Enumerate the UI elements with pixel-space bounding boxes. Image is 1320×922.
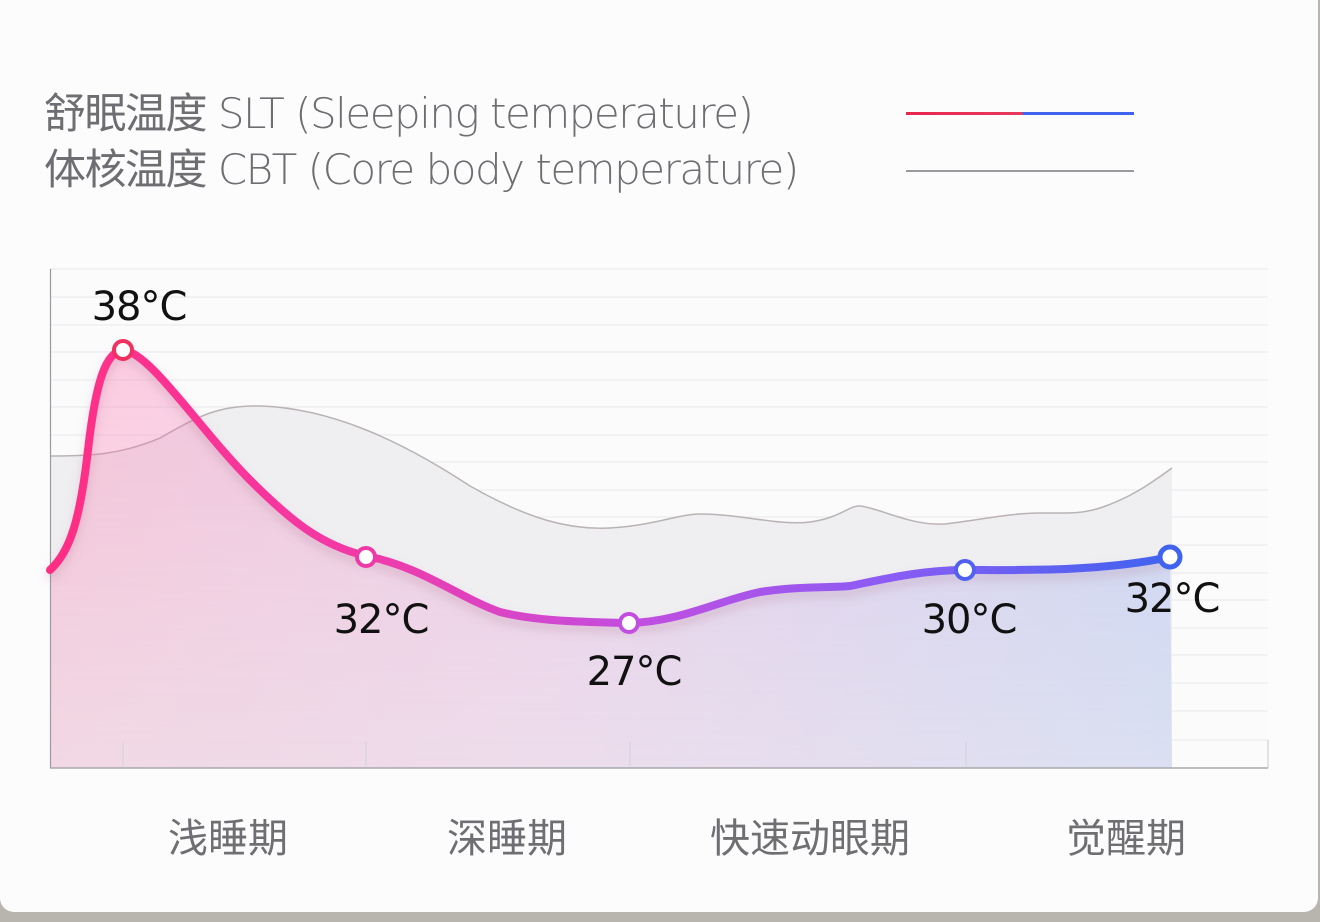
x-axis-label: 觉醒期: [1066, 816, 1186, 862]
legend-swatch-cbt: [906, 170, 1134, 172]
legend-swatch-slt: [906, 112, 1134, 115]
value-label: 30°C: [921, 597, 1018, 643]
legend: 舒眠温度 SLT (Sleeping temperature) 体核温度 CBT…: [44, 82, 799, 194]
value-label: 32°C: [333, 597, 430, 643]
value-label: 38°C: [91, 284, 188, 330]
x-axis-label: 浅睡期: [168, 816, 288, 862]
point-32-b[interactable]: [1157, 544, 1183, 570]
point-32-a[interactable]: [355, 546, 377, 568]
value-label: 27°C: [586, 649, 683, 695]
legend-item-cbt: 体核温度 CBT (Core body temperature): [44, 138, 799, 194]
axes: [49, 269, 1269, 769]
x-axis-label: 深睡期: [447, 816, 567, 862]
point-30[interactable]: [954, 559, 976, 581]
legend-item-slt: 舒眠温度 SLT (Sleeping temperature): [44, 82, 798, 138]
series-slt-area: [50, 350, 1172, 768]
point-27[interactable]: [618, 612, 640, 634]
legend-label-cbt: 体核温度 CBT (Core body temperature): [44, 144, 799, 194]
legend-label-slt: 舒眠温度 SLT (Sleeping temperature): [44, 88, 754, 138]
point-38[interactable]: [112, 339, 134, 361]
value-label: 32°C: [1124, 576, 1221, 622]
x-axis-label: 快速动眼期: [710, 816, 910, 862]
data-points: [112, 339, 1183, 634]
series-slt-line: [46, 345, 1174, 628]
